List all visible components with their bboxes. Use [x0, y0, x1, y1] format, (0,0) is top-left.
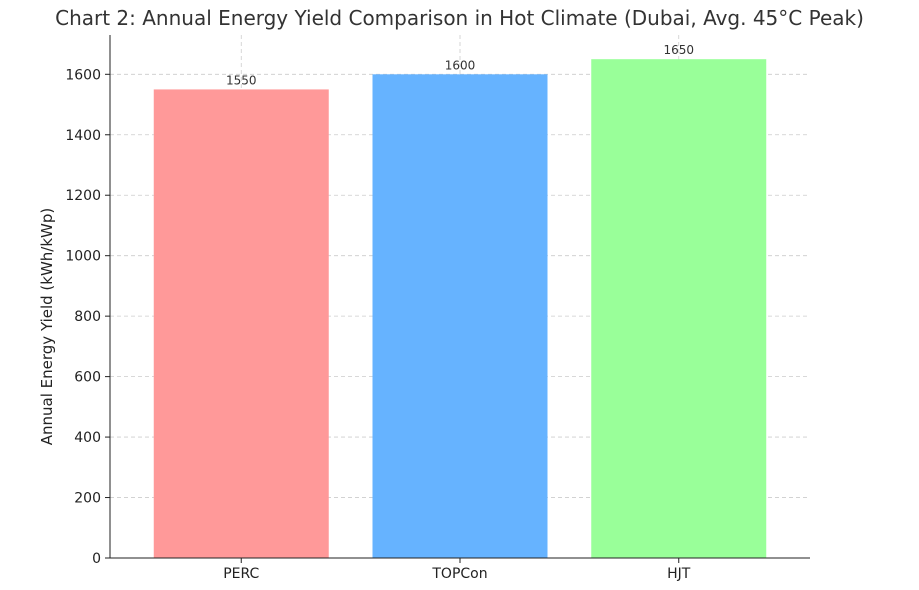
data-labels: 1550 1600 1650: [226, 43, 694, 87]
bar-topcon: [372, 74, 548, 559]
y-tick-label: 200: [74, 491, 101, 507]
y-tick-label: 1200: [65, 188, 101, 204]
x-tick-label: TOPCon: [431, 566, 487, 582]
y-tick-label: 1000: [65, 249, 101, 265]
chart-title: Chart 2: Annual Energy Yield Comparison …: [55, 6, 864, 30]
bar-value-label: 1650: [663, 43, 694, 57]
y-tick-label: 0: [92, 551, 101, 567]
y-tick-label: 1600: [65, 67, 101, 83]
y-tick-label: 400: [74, 430, 101, 446]
bar-hjt: [591, 59, 767, 559]
axes: 0 200 400 600 800 1000 1200 1400 1600 PERC TOPCon H…: [65, 35, 810, 582]
y-tick-label: 800: [74, 309, 101, 325]
bar-perc: [153, 89, 329, 558]
bar-value-label: 1600: [445, 58, 476, 72]
bar-value-label: 1550: [226, 73, 257, 87]
x-tick-label: HJT: [667, 566, 691, 582]
bars: [153, 59, 767, 559]
y-tick-label: 600: [74, 370, 101, 386]
y-tick-label: 1400: [65, 128, 101, 144]
x-tick-label: PERC: [223, 566, 259, 582]
y-axis-label: Annual Energy Yield (kWh/kWp): [38, 208, 56, 446]
